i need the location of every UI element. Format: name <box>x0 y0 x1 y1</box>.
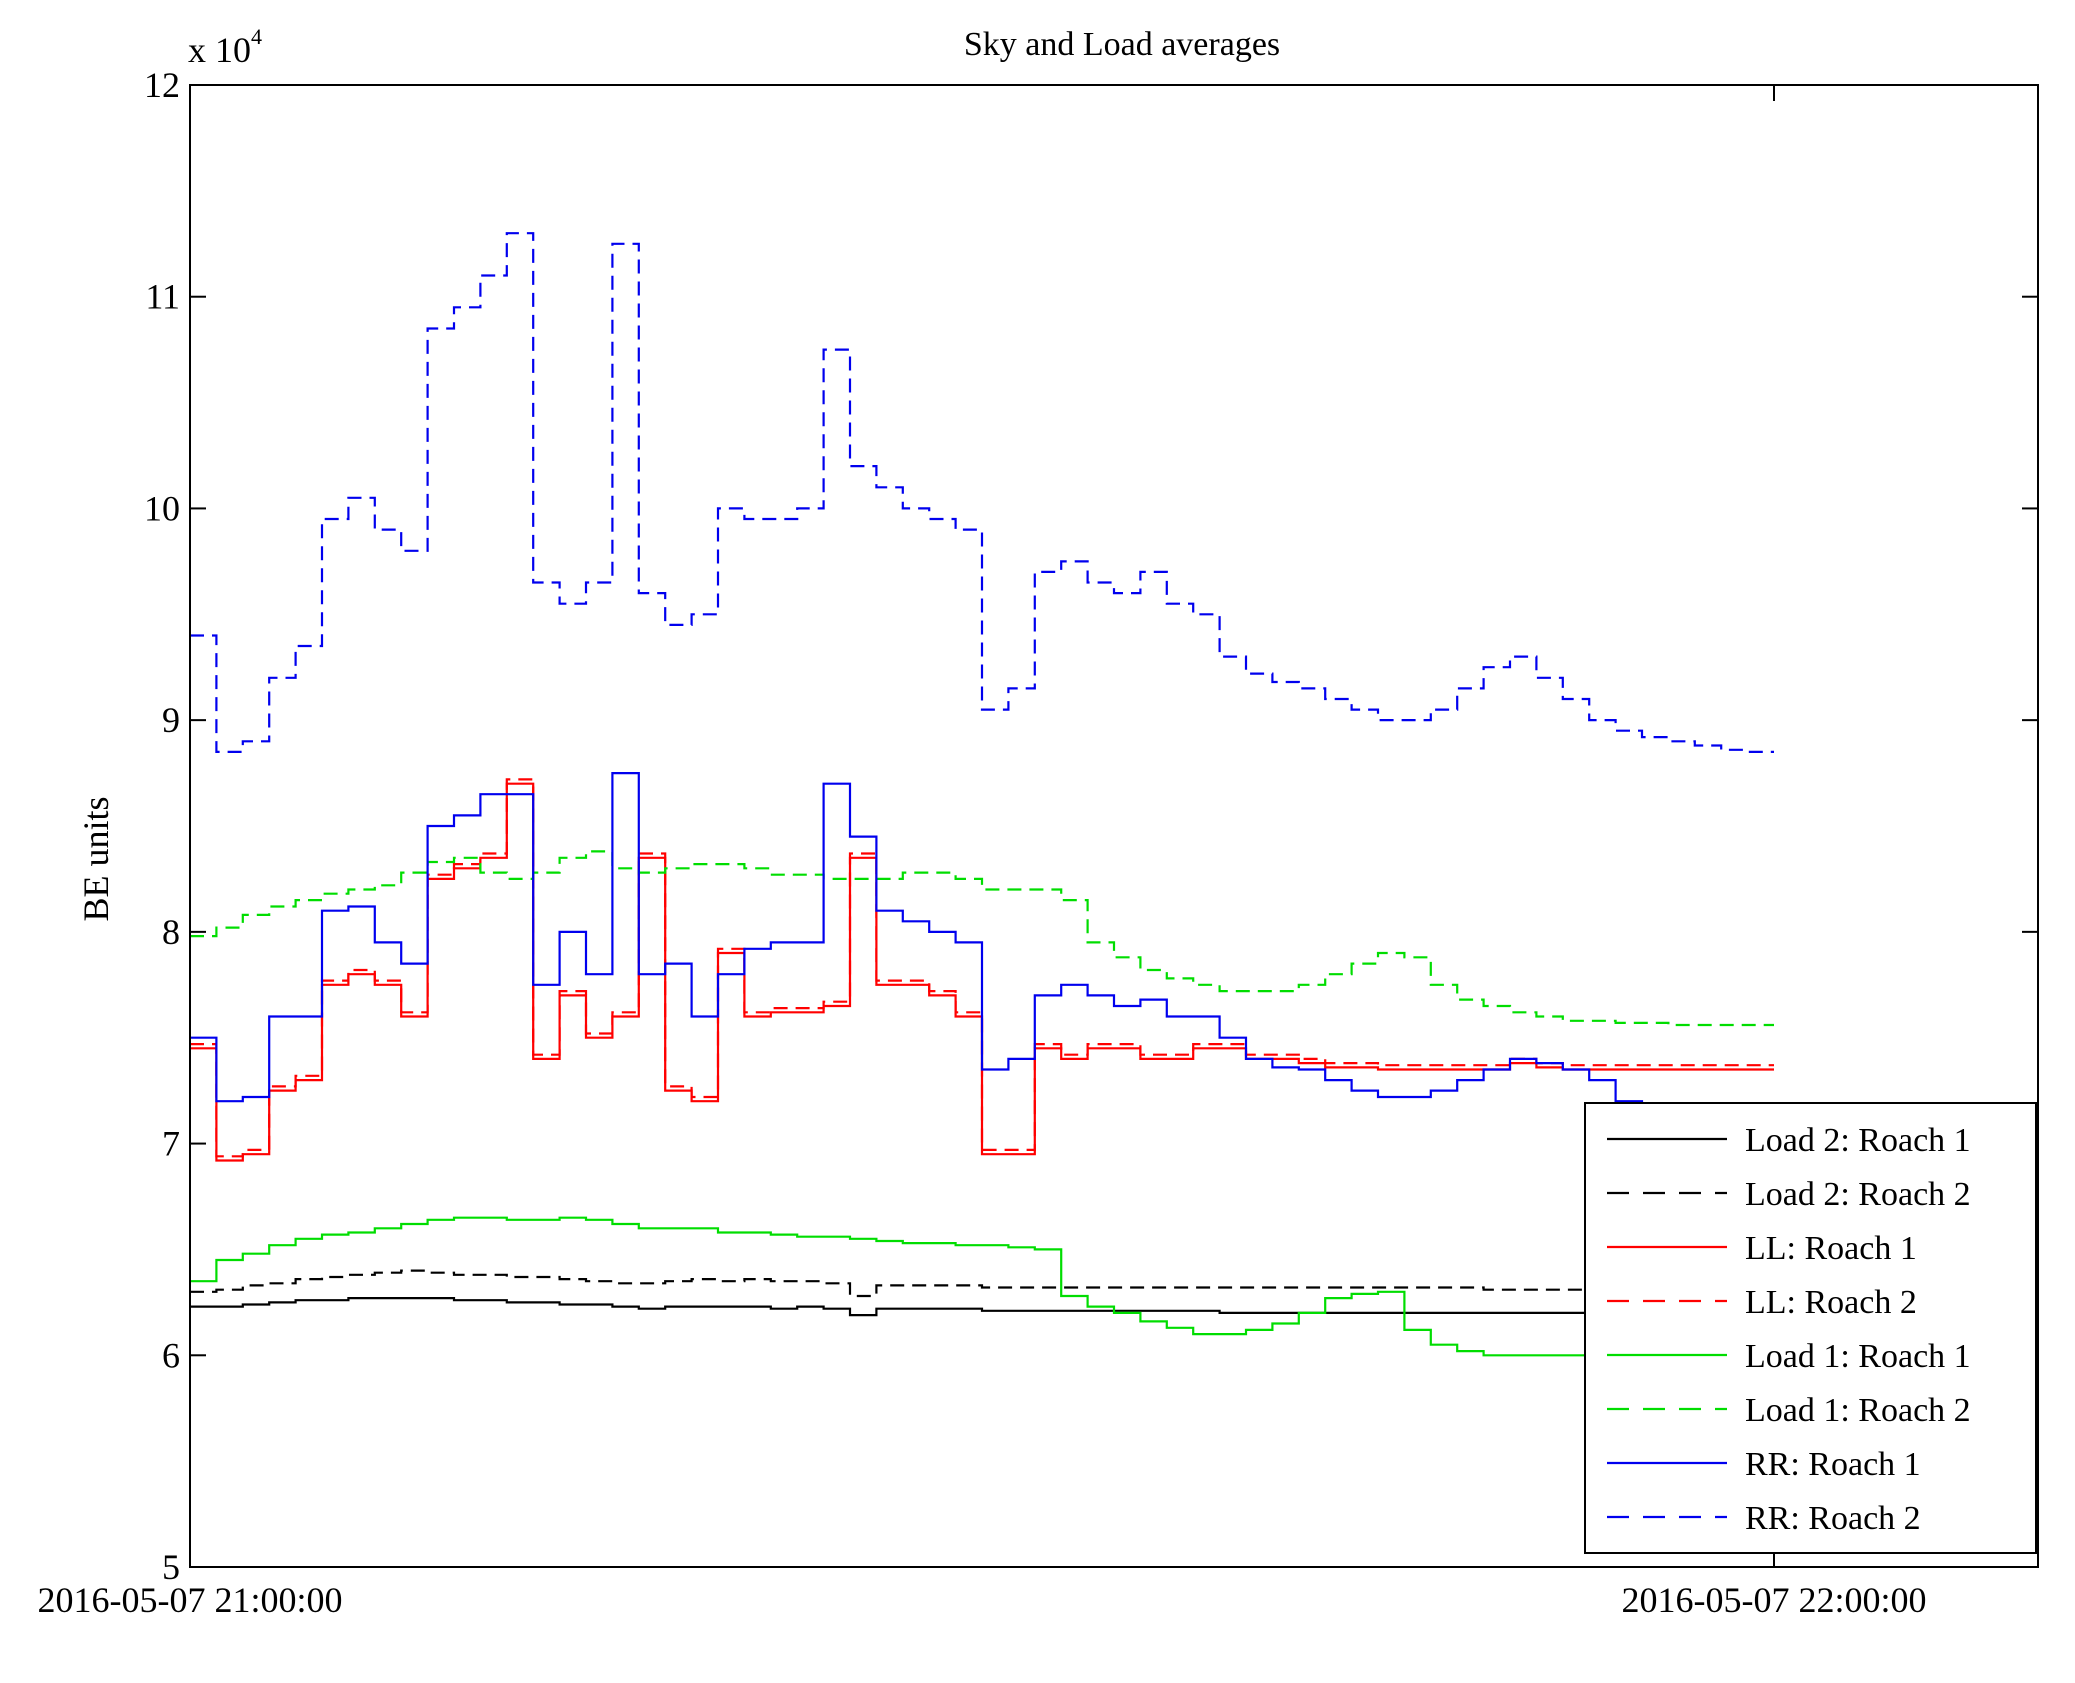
chart-title: Sky and Load averages <box>964 26 1280 63</box>
y-tick-label: 10 <box>144 488 180 528</box>
series-line-ll-roach-2 <box>190 778 1774 1158</box>
y-tick-label: 12 <box>144 65 180 105</box>
legend-label-load-2-roach-2: Load 2: Roach 2 <box>1745 1176 1971 1213</box>
series-line-rr-roach-2 <box>190 232 1774 753</box>
series-layer <box>190 232 1774 1357</box>
y-tick-label: 11 <box>145 277 180 317</box>
legend-label-load-1-roach-2: Load 1: Roach 2 <box>1745 1392 1971 1429</box>
legend-label-ll-roach-2: LL: Roach 2 <box>1745 1284 1917 1321</box>
y-multiplier-base: x 10 <box>188 30 251 70</box>
x-tick-label: 2016-05-07 21:00:00 <box>38 1580 343 1620</box>
series-line-rr-roach-1 <box>190 772 1774 1113</box>
x-tick-label: 2016-05-07 22:00:00 <box>1622 1580 1927 1620</box>
legend-label-ll-roach-1: LL: Roach 1 <box>1745 1230 1917 1267</box>
series-line-load-1-roach-2 <box>190 850 1774 1027</box>
legend-label-load-2-roach-1: Load 2: Roach 1 <box>1745 1122 1971 1159</box>
y-multiplier-exponent: 4 <box>251 24 262 49</box>
legend-label-rr-roach-1: RR: Roach 1 <box>1745 1446 1921 1483</box>
y-tick-label: 8 <box>162 912 180 952</box>
svg-text:x 104: x 104 <box>188 24 262 70</box>
series-line-load-2-roach-1 <box>190 1297 1774 1317</box>
plot-frame <box>189 84 2039 1568</box>
y-multiplier: x 104 <box>188 24 262 70</box>
axes-layer: 5 6 7 8 9 10 11 12 2016-05-07 21:00:00 2016-05-07… <box>38 65 2039 1620</box>
y-tick-label: 7 <box>162 1124 180 1164</box>
series-line-load-2-roach-2 <box>190 1269 1774 1298</box>
y-tick-label: 5 <box>162 1547 180 1587</box>
series-line-load-1-roach-1 <box>190 1216 1774 1357</box>
legend-box <box>1584 1102 2037 1554</box>
y-axis-label: BE units <box>76 796 116 921</box>
legend-label-rr-roach-2: RR: Roach 2 <box>1745 1500 1921 1537</box>
legend: Load 2: Roach 1 Load 2: Roach 2 LL: Roach … <box>1584 1102 2037 1554</box>
y-tick-label: 6 <box>162 1335 180 1375</box>
y-tick-label: 9 <box>162 700 180 740</box>
legend-label-load-1-roach-1: Load 1: Roach 1 <box>1745 1338 1971 1375</box>
